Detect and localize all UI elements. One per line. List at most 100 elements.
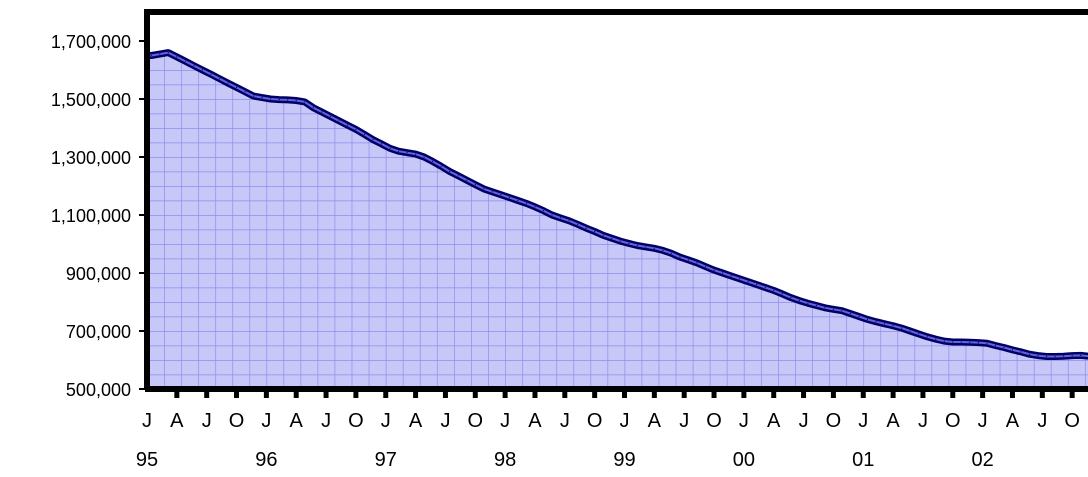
data-point [918,333,920,335]
data-point [355,128,357,130]
data-point [628,242,630,244]
data-point [756,284,758,286]
data-point [218,78,221,80]
x-tick-label-month: J [679,410,689,432]
data-point [841,310,843,312]
data-point [287,99,289,101]
data-point [636,244,638,247]
data-point [909,330,911,332]
data-point [773,289,775,291]
data-point [798,300,800,302]
x-axis-tick-labels: J A J O J A J O J A J O J A J O J A J O J A J O J A J O J A J O95 96 97 98… [136,410,1080,471]
x-tick-label-month: J [858,410,868,432]
data-point [858,315,860,318]
y-tick-label: 1,500,000 [51,90,131,110]
data-point [1063,355,1065,357]
x-tick-label-month: A [409,410,423,432]
data-point [1037,355,1039,357]
y-axis-tick-labels: 500,000 700,000 900,000 1,100,000 1,300,000 1… [51,32,147,400]
data-point [508,197,510,199]
x-tick-label-year: 97 [375,449,397,471]
data-point [926,336,928,338]
data-point [159,53,161,55]
data-point [730,275,732,277]
y-tick-label: 1,700,000 [51,32,131,52]
x-tick-label-year: 02 [972,449,994,471]
x-tick-label-month: O [468,410,484,432]
data-point [406,152,408,154]
x-tick-label-month: J [918,410,928,432]
data-point [534,206,536,208]
data-point [960,341,962,343]
data-point [943,340,945,342]
data-point [935,338,937,340]
data-point [790,297,792,299]
data-point [781,293,783,295]
data-point [687,259,690,261]
data-point [969,341,971,343]
x-tick-label-month: O [229,410,245,432]
area-fill [147,52,1088,389]
data-point [892,325,894,327]
x-tick-label-year: 00 [733,449,755,471]
x-tick-label-month: O [945,410,961,432]
data-point [176,56,178,58]
data-point [1003,346,1005,349]
data-point [270,98,272,100]
data-point [457,175,459,177]
data-point [278,99,280,101]
x-tick-label-month: J [1037,410,1047,432]
data-point [662,249,664,251]
data-point [193,65,195,67]
data-point [866,318,869,320]
data-point [517,199,519,202]
x-tick-label-month: A [886,410,900,432]
data-point [235,86,238,88]
data-point [1028,353,1031,355]
x-tick-label-month: J [500,410,510,432]
data-point [244,91,246,93]
x-tick-label-month: J [261,410,271,432]
data-point [977,342,980,344]
data-point [577,223,579,225]
data-point [653,247,655,249]
x-tick-label-month: A [528,410,542,432]
data-point [551,214,553,216]
data-point [602,234,604,236]
data-point [466,179,468,181]
x-tick-label-month: A [767,410,781,432]
data-point [645,246,647,248]
data-point [338,120,340,122]
x-tick-label-year: 98 [494,449,516,471]
data-point [824,307,826,309]
data-point [363,133,365,135]
data-point [304,101,306,103]
x-tick-label-month: J [978,410,988,432]
data-point [952,341,954,343]
y-tick-label: 900,000 [66,264,131,284]
data-point [1011,349,1014,351]
y-tick-label: 1,300,000 [51,148,131,168]
data-point [722,272,724,274]
data-point [849,313,852,315]
x-tick-label-month: A [290,410,304,432]
data-point [994,344,997,347]
data-point [1071,355,1073,357]
data-point [696,262,698,264]
data-point [807,302,809,304]
data-point [210,73,212,75]
x-tick-label-year: 95 [136,449,158,471]
data-point [432,160,434,162]
data-point [559,217,562,219]
data-point [611,237,613,239]
data-point [321,111,323,113]
data-point [679,256,681,258]
data-point [986,342,988,344]
data-point [832,308,835,310]
x-tick-label-month: O [1064,410,1080,432]
data-point [713,269,715,271]
x-tick-label-month: A [648,410,662,432]
plot-area [144,9,1088,392]
data-point [380,143,383,145]
data-point [594,230,596,233]
